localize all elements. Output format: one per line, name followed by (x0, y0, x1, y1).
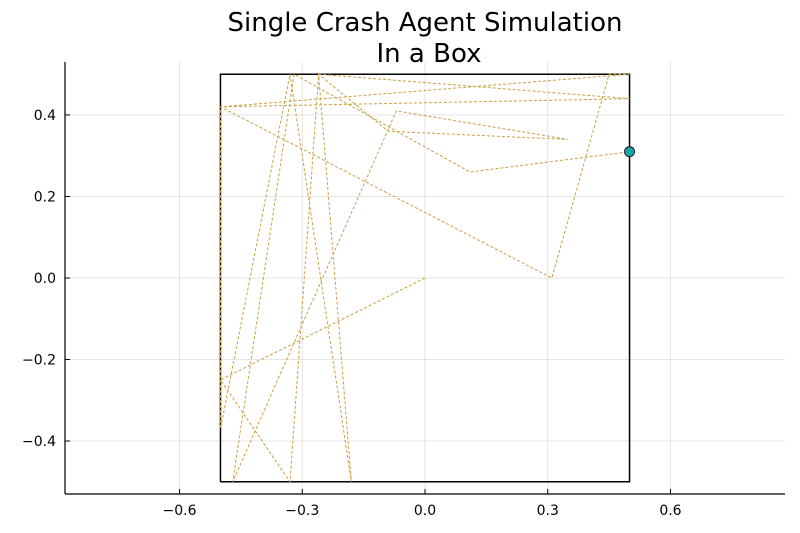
chart-title-line-1: Single Crash Agent Simulation (228, 8, 623, 38)
y-tick-label: −0.4 (22, 434, 56, 450)
chart-title-line-2: In a Box (377, 39, 482, 69)
x-tick-label: −0.6 (163, 503, 197, 519)
y-tick-label: −0.2 (22, 353, 56, 369)
axes: −0.6 −0.3 0.0 0.3 0.6 −0.4 −0.2 0.0 0.2 0.4 (22, 62, 785, 519)
x-tick-label: 0.0 (414, 503, 436, 519)
agent-trail (219, 73, 630, 484)
y-tick-label: 0.0 (34, 271, 56, 287)
x-tick-label: 0.3 (537, 503, 559, 519)
agent-marker (624, 146, 636, 158)
x-tick-label: −0.3 (285, 503, 319, 519)
grid (65, 62, 785, 494)
series-layer (219, 73, 636, 484)
y-tick-label: 0.4 (34, 108, 56, 124)
y-tick-label: 0.2 (34, 189, 56, 205)
x-tick-label: 0.6 (659, 503, 681, 519)
